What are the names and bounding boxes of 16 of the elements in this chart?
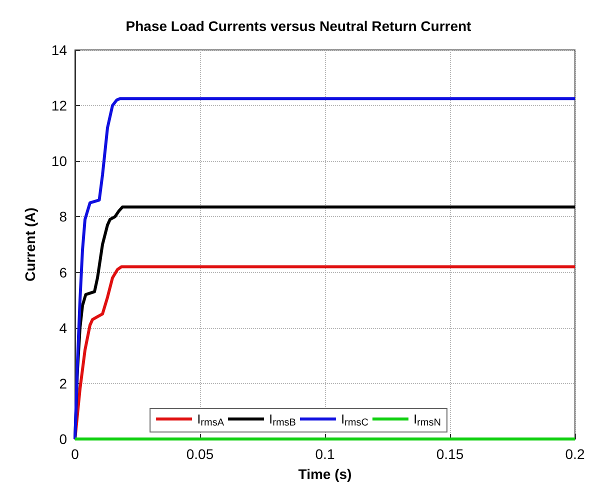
chart-title: Phase Load Currents versus Neutral Return Current [126,18,472,34]
y-tick-label: 0 [59,431,68,447]
y-tick-label: 6 [59,264,68,280]
x-axis-title: Time (s) [298,466,352,482]
x-tick-label: 0.2 [565,446,585,462]
y-tick-label: 8 [59,208,68,225]
y-tick-label: 4 [59,320,68,336]
y-tick-label: 10 [51,153,68,170]
x-tick-label: 0.1 [315,446,335,462]
x-tick-label: 0 [71,446,80,462]
y-tick-label: 12 [51,98,68,114]
x-tick-label: 0.15 [436,446,464,462]
y-tick-label: 2 [59,375,68,392]
y-tick-label: 14 [51,42,68,58]
x-tick-label: 0.05 [186,446,214,462]
y-axis-title: Current (A) [22,208,38,282]
